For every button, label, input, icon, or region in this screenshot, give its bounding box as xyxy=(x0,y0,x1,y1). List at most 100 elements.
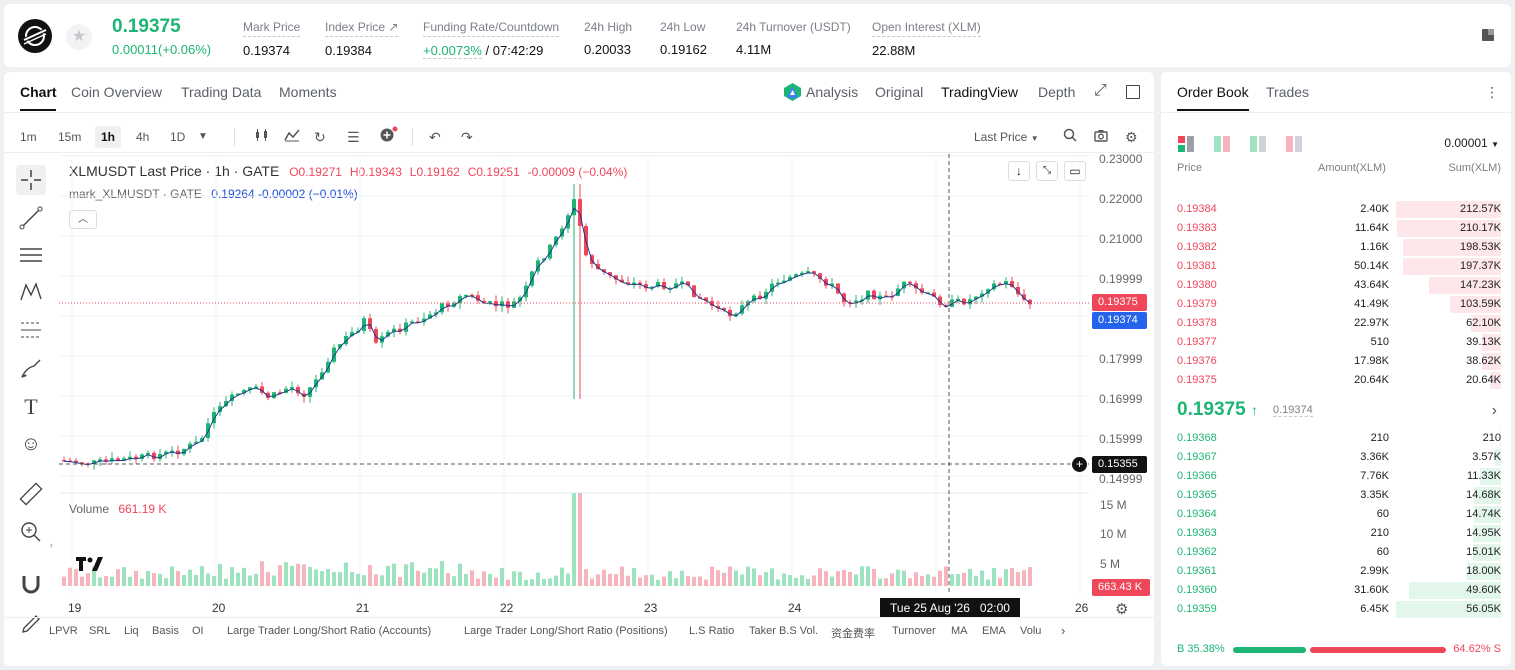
precision-select[interactable]: 0.00001 ▼ xyxy=(1444,136,1499,150)
bid-row[interactable]: 0.19361 2.99K 18.00K xyxy=(1161,562,1511,581)
ask-row[interactable]: 0.19377 510 39.13K xyxy=(1161,333,1511,352)
candle-type-icon[interactable] xyxy=(254,126,270,148)
scroll-down-icon[interactable]: ↓ xyxy=(1008,161,1030,181)
indicator-tab[interactable]: L.S Ratio xyxy=(689,625,735,637)
favorite-star-icon[interactable]: ★ xyxy=(66,24,92,50)
view-bids-icon[interactable] xyxy=(1214,136,1230,157)
window-icon[interactable] xyxy=(1126,85,1140,99)
tab-coin-overview[interactable]: Coin Overview xyxy=(71,84,163,100)
indicator-tab[interactable]: Large Trader Long/Short Ratio (Accounts) xyxy=(227,625,432,637)
indicator-tab[interactable]: Volu xyxy=(1020,625,1042,637)
ruler-tool-icon[interactable] xyxy=(16,479,46,509)
add-alert-icon[interactable]: + xyxy=(1072,457,1087,472)
timeframe-1h[interactable]: 1h xyxy=(95,126,122,148)
candlestick-chart[interactable] xyxy=(59,154,1089,594)
ask-row[interactable]: 0.19380 43.64K 147.23K xyxy=(1161,276,1511,295)
indicator-tab[interactable]: Large Trader Long/Short Ratio (Positions… xyxy=(464,625,668,637)
refresh-icon[interactable]: ↻ xyxy=(314,129,326,145)
indicator-tab[interactable]: MA xyxy=(951,625,968,637)
view-sell-only-icon[interactable] xyxy=(1286,136,1302,157)
expand-icon[interactable]: ⤢ xyxy=(1094,82,1107,99)
ask-row[interactable]: 0.19384 2.40K 212.57K xyxy=(1161,200,1511,219)
tab-analysis[interactable]: Analysis xyxy=(806,84,859,100)
collapse-legend-icon[interactable]: ︿ xyxy=(69,210,97,229)
indicator-tab[interactable]: SRL xyxy=(89,625,111,637)
emoji-tool-icon[interactable]: ☺ xyxy=(20,433,42,455)
ask-row[interactable]: 0.19382 1.16K 198.53K xyxy=(1161,238,1511,257)
candle-body xyxy=(290,387,294,389)
indicator-tab[interactable]: Liq xyxy=(124,625,139,637)
tab-moments[interactable]: Moments xyxy=(279,84,337,100)
pattern-tool-icon[interactable] xyxy=(16,277,46,307)
chevron-right-icon[interactable]: › xyxy=(1491,402,1497,419)
tab-order-book[interactable]: Order Book xyxy=(1177,84,1249,100)
indicator-tab[interactable]: Basis xyxy=(152,625,179,637)
trendline-tool-icon[interactable] xyxy=(16,203,46,233)
tab-chart[interactable]: Chart xyxy=(20,84,57,100)
search-icon[interactable] xyxy=(1063,126,1077,148)
bid-row[interactable]: 0.19365 3.35K 14.68K xyxy=(1161,486,1511,505)
bid-row[interactable]: 0.19359 6.45K 56.05K xyxy=(1161,600,1511,619)
collapse-toolbar-icon[interactable]: ‹ xyxy=(50,540,53,550)
settings-gear-icon[interactable]: ⚙ xyxy=(1115,601,1129,618)
chevron-right-icon[interactable]: › xyxy=(1061,623,1066,638)
price-source-select[interactable]: Last Price ▼ xyxy=(974,126,1039,148)
bid-row[interactable]: 0.19364 60 14.74K xyxy=(1161,505,1511,524)
timeframe-1d[interactable]: 1D xyxy=(170,130,186,144)
text-tool-icon[interactable]: T xyxy=(24,394,38,419)
fib-tool-icon[interactable] xyxy=(16,315,46,345)
redo-icon[interactable]: ↷ xyxy=(461,129,473,145)
ask-row[interactable]: 0.19375 20.64K 20.64K xyxy=(1161,371,1511,390)
external-link-icon[interactable]: ↗ xyxy=(388,20,399,34)
candle-body xyxy=(974,296,978,300)
ask-row[interactable]: 0.19381 50.14K 197.37K xyxy=(1161,257,1511,276)
volume-bar xyxy=(470,570,474,586)
gear-icon[interactable]: ⚙ xyxy=(1125,129,1138,145)
magnet-icon[interactable] xyxy=(16,568,46,598)
chevron-down-icon[interactable]: ▼ xyxy=(198,131,208,142)
ask-row[interactable]: 0.19376 17.98K 38.62K xyxy=(1161,352,1511,371)
bid-row[interactable]: 0.19363 210 14.95K xyxy=(1161,524,1511,543)
bid-row[interactable]: 0.19366 7.76K 11.33K xyxy=(1161,467,1511,486)
ask-row[interactable]: 0.19383 11.64K 210.17K xyxy=(1161,219,1511,238)
camera-icon[interactable] xyxy=(1094,126,1108,148)
indicator-tab[interactable]: 资金费率 xyxy=(831,628,875,640)
candle-body xyxy=(248,387,252,391)
indicator-tab[interactable]: Turnover xyxy=(892,625,936,637)
stat-index-price[interactable]: Index Price ↗ 0.19384 xyxy=(325,18,399,58)
bid-row[interactable]: 0.19360 31.60K 49.60K xyxy=(1161,581,1511,600)
brush-tool-icon[interactable] xyxy=(16,354,46,384)
indicator-tab[interactable]: EMA xyxy=(982,625,1006,637)
tab-trading-data[interactable]: Trading Data xyxy=(181,84,262,100)
ask-row[interactable]: 0.19378 22.97K 62.10K xyxy=(1161,314,1511,333)
book-icon[interactable] xyxy=(1481,28,1495,42)
fullscreen-icon[interactable]: ▭ xyxy=(1064,161,1086,181)
tab-tradingview[interactable]: TradingView xyxy=(941,84,1019,100)
add-indicator-icon[interactable] xyxy=(379,126,399,148)
bid-row[interactable]: 0.19362 60 15.01K xyxy=(1161,543,1511,562)
sell-ratio: 64.62% S xyxy=(1453,643,1501,655)
tab-original[interactable]: Original xyxy=(875,84,924,100)
indicator-tab[interactable]: Taker B.S Vol. xyxy=(749,625,819,637)
indicator-tab[interactable]: OI xyxy=(192,625,204,637)
view-both-icon[interactable] xyxy=(1178,136,1194,157)
view-buy-only-icon[interactable] xyxy=(1250,136,1266,157)
undo-icon[interactable]: ↶ xyxy=(429,129,441,145)
zoom-in-icon[interactable] xyxy=(16,517,46,547)
timeframe-4h[interactable]: 4h xyxy=(136,130,150,144)
tab-trades[interactable]: Trades xyxy=(1266,84,1310,100)
bid-row[interactable]: 0.19368 210 210 xyxy=(1161,429,1511,448)
timeframe-1m[interactable]: 1m xyxy=(20,130,37,144)
template-icon[interactable]: ☰ xyxy=(347,129,360,145)
crosshair-tool-icon[interactable] xyxy=(16,165,46,195)
horizontal-lines-tool-icon[interactable] xyxy=(16,240,46,270)
ask-row[interactable]: 0.19379 41.49K 103.59K xyxy=(1161,295,1511,314)
bid-row[interactable]: 0.19367 3.36K 3.57K xyxy=(1161,448,1511,467)
indicator-tab[interactable]: LPVR xyxy=(49,625,78,637)
indicators-icon[interactable] xyxy=(284,126,300,148)
pencil-icon[interactable] xyxy=(16,606,46,636)
compress-icon[interactable]: ⤡ xyxy=(1036,161,1058,181)
tab-depth[interactable]: Depth xyxy=(1038,84,1076,100)
timeframe-15m[interactable]: 15m xyxy=(58,130,82,144)
more-options-icon[interactable]: ⋮ xyxy=(1485,84,1499,100)
